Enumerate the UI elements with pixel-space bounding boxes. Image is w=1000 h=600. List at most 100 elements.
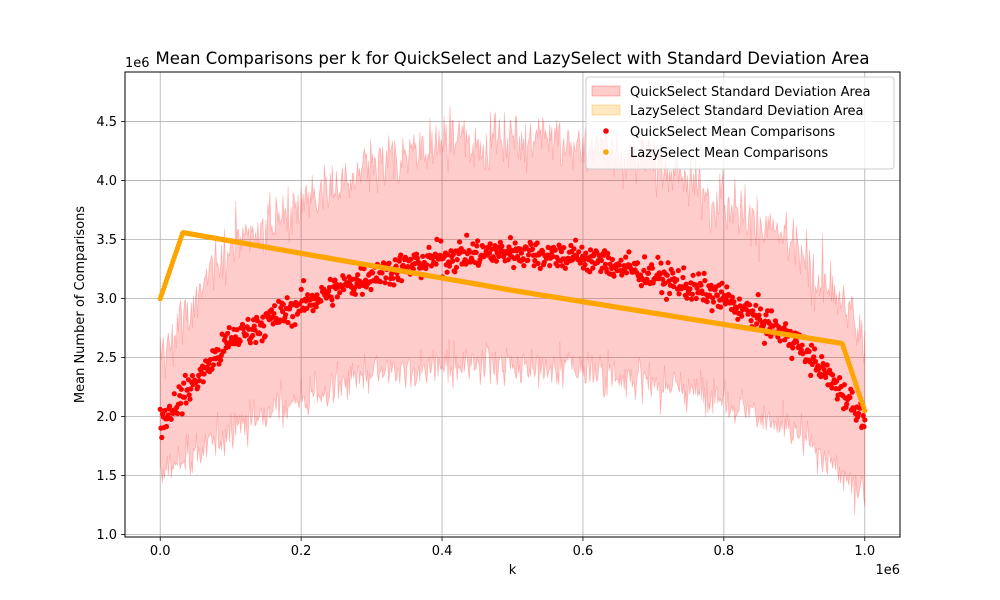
quickselect-point — [748, 318, 754, 324]
quickselect-point — [226, 325, 232, 331]
quickselect-point — [800, 351, 806, 357]
quickselect-point — [658, 260, 664, 266]
quickselect-point — [346, 274, 352, 280]
x-tick-label: 1.0 — [854, 544, 875, 559]
quickselect-point — [167, 403, 173, 409]
quickselect-point — [495, 244, 501, 250]
quickselect-point — [642, 254, 648, 260]
quickselect-point — [757, 306, 764, 312]
quickselect-std-area — [159, 106, 866, 516]
x-tick-label: 0.6 — [573, 544, 594, 559]
legend-swatch — [591, 85, 621, 97]
quickselect-point — [849, 389, 855, 395]
quickselect-point — [195, 384, 201, 390]
quickselect-point — [449, 258, 456, 264]
quickselect-point — [341, 276, 347, 282]
quickselect-point — [659, 290, 665, 296]
quickselect-point — [534, 240, 540, 246]
quickselect-point — [529, 246, 536, 252]
quickselect-point — [689, 296, 695, 302]
quickselect-point — [837, 375, 843, 381]
quickselect-point — [823, 374, 829, 380]
quickselect-point — [736, 296, 743, 302]
quickselect-point — [550, 253, 556, 260]
y-axis-offset-label: 1e6 — [125, 56, 150, 71]
quickselect-point — [763, 312, 769, 318]
quickselect-point — [272, 303, 278, 309]
quickselect-point — [243, 332, 249, 338]
quickselect-point — [277, 317, 283, 323]
quickselect-point — [541, 259, 547, 265]
quickselect-point — [847, 394, 853, 401]
quickselect-point — [225, 344, 231, 350]
quickselect-point — [602, 261, 609, 267]
quickselect-point — [460, 248, 467, 254]
quickselect-point — [676, 291, 682, 297]
quickselect-point — [590, 265, 596, 271]
legend-item-lazyselect-mean: LazySelect Mean Comparisons — [603, 146, 828, 161]
quickselect-point — [690, 272, 696, 278]
quickselect-point — [457, 239, 463, 245]
quickselect-point — [768, 308, 775, 314]
quickselect-point — [735, 316, 741, 322]
quickselect-point — [680, 274, 686, 281]
quickselect-point — [531, 263, 537, 269]
legend-marker — [603, 149, 609, 155]
quickselect-point — [573, 237, 579, 243]
quickselect-point — [616, 262, 623, 268]
x-tick-label: 0.8 — [714, 544, 735, 559]
quickselect-point — [183, 400, 189, 406]
quickselect-point — [162, 407, 168, 414]
quickselect-point — [662, 280, 668, 286]
quickselect-point — [670, 270, 676, 276]
quickselect-point — [209, 366, 215, 372]
quickselect-point — [326, 284, 333, 291]
quickselect-point — [392, 257, 398, 263]
quickselect-point — [181, 394, 188, 400]
quickselect-point — [245, 316, 251, 322]
quickselect-point — [247, 340, 253, 346]
quickselect-point — [765, 308, 771, 314]
quickselect-point — [655, 254, 661, 260]
quickselect-point — [739, 313, 745, 319]
quickselect-point — [645, 270, 652, 276]
quickselect-point — [641, 267, 647, 274]
legend-label: LazySelect Standard Deviation Area — [630, 104, 863, 119]
quickselect-point — [280, 301, 286, 307]
quickselect-point — [253, 339, 259, 346]
quickselect-point — [753, 302, 759, 308]
quickselect-point — [561, 245, 567, 251]
quickselect-point — [171, 391, 177, 397]
quickselect-point — [755, 292, 761, 298]
quickselect-point — [540, 248, 546, 255]
quickselect-point — [386, 260, 392, 266]
quickselect-point — [179, 411, 185, 417]
quickselect-point — [250, 332, 256, 339]
quickselect-point — [505, 257, 511, 263]
quickselect-point — [709, 308, 715, 314]
quickselect-point — [359, 291, 365, 297]
y-tick-label: 3.5 — [96, 233, 117, 248]
quickselect-point — [708, 282, 714, 288]
quickselect-point — [237, 338, 243, 344]
quickselect-point — [783, 321, 789, 327]
quickselect-point — [464, 232, 470, 238]
quickselect-point — [710, 295, 716, 301]
quickselect-point — [352, 285, 358, 291]
quickselect-point — [671, 283, 677, 290]
quickselect-point — [174, 410, 181, 417]
quickselect-point — [507, 235, 514, 241]
quickselect-point — [830, 372, 836, 378]
quickselect-point — [718, 289, 725, 295]
quickselect-point — [710, 299, 717, 305]
quickselect-point — [555, 263, 561, 269]
quickselect-point — [699, 290, 706, 296]
quickselect-point — [178, 400, 184, 406]
quickselect-point — [587, 269, 593, 275]
quickselect-point — [789, 355, 795, 361]
legend-marker — [603, 128, 609, 134]
quickselect-point — [424, 262, 430, 268]
quickselect-point — [159, 434, 165, 441]
quickselect-point — [611, 273, 617, 279]
